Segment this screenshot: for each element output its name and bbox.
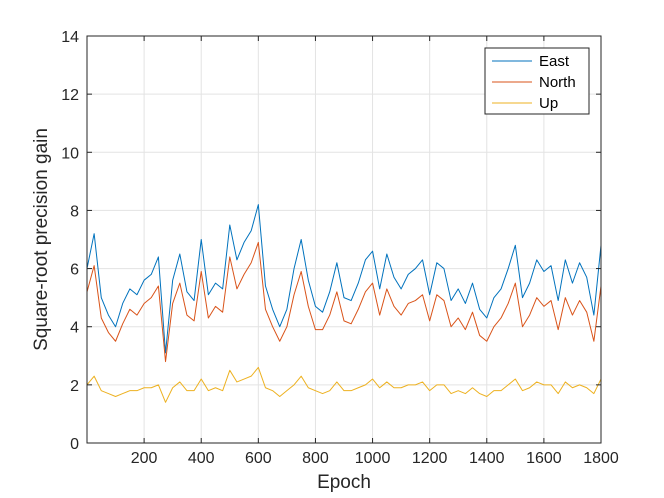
x-axis-title: Epoch	[317, 472, 371, 493]
y-tick-label: 12	[61, 87, 79, 104]
legend: East North Up	[484, 47, 590, 115]
y-tick-label: 4	[70, 320, 79, 337]
legend-label: East	[539, 53, 570, 70]
y-tick-label: 14	[61, 29, 79, 46]
y-tick-label: 8	[70, 203, 79, 220]
series-line-up	[86, 366, 602, 403]
x-tick-label: 400	[188, 450, 215, 467]
y-tick-label: 6	[70, 262, 79, 279]
x-tick-label: 600	[245, 450, 272, 467]
series-line-north	[86, 241, 602, 363]
y-tick-label: 10	[61, 145, 79, 162]
x-tick-label: 1600	[526, 450, 562, 467]
y-tick-label: 2	[70, 378, 79, 395]
x-tick-label: 1400	[469, 450, 505, 467]
legend-label: North	[539, 74, 576, 91]
plot-area-border	[86, 35, 602, 444]
legend-label: Up	[539, 95, 558, 112]
axis-ticks: 200 400 600 800 1000 1200 1400 1600 1800 0 2 4 6 8 10 1…	[61, 29, 619, 467]
series-lines	[86, 204, 602, 403]
y-axis-title: Square-root precision gain	[31, 128, 52, 351]
x-tick-label: 1800	[583, 450, 619, 467]
series-line-east	[86, 204, 602, 354]
x-tick-label: 1000	[355, 450, 391, 467]
y-tick-label: 0	[70, 436, 79, 453]
x-tick-label: 800	[302, 450, 329, 467]
x-tick-label: 1200	[412, 450, 448, 467]
x-tick-label: 200	[131, 450, 158, 467]
